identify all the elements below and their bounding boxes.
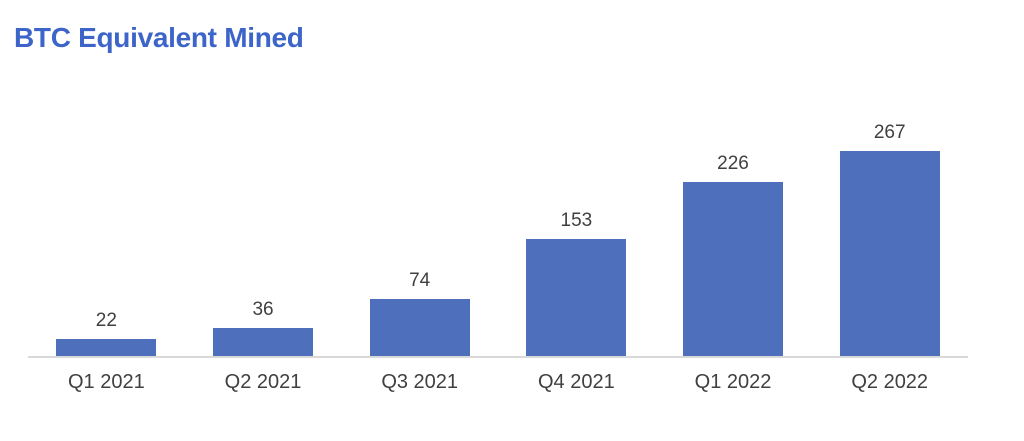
data-label: 36 [252, 299, 274, 320]
bar-column: 22 [28, 120, 185, 356]
bar-column: 36 [185, 120, 342, 356]
x-axis-label: Q2 2022 [851, 371, 929, 393]
data-label: 267 [873, 122, 906, 143]
bar [213, 328, 313, 356]
x-axis-label: Q1 2021 [67, 371, 145, 393]
x-axis-label: Q4 2021 [537, 371, 615, 393]
chart-title: BTC Equivalent Mined [14, 22, 304, 53]
data-label: 153 [560, 210, 593, 231]
bar-column: 153 [498, 120, 655, 356]
bar [56, 339, 157, 356]
bar [839, 151, 940, 356]
bar [683, 182, 784, 356]
x-axis-label: Q3 2021 [381, 371, 459, 393]
bar-column: 74 [341, 120, 498, 356]
plot-area: 22 36 74 153 226 267 [28, 120, 968, 358]
bar-column: 267 [811, 120, 968, 356]
data-label: 22 [95, 310, 117, 331]
x-axis-labels: Q1 2021 Q2 2021 Q3 2021 Q4 2021 Q1 2022 Q2 20… [28, 358, 968, 394]
bar-chart: 22 36 74 153 226 267 Q1 2021 Q2 2021 Q3 2021 Q4 … [28, 120, 968, 394]
x-axis-label: Q1 2022 [694, 371, 772, 393]
x-axis-label: Q2 2021 [224, 371, 302, 393]
bar [526, 239, 627, 356]
bar-column: 226 [655, 120, 812, 356]
data-label: 226 [717, 153, 749, 174]
data-label: 74 [409, 270, 431, 291]
bar [369, 299, 470, 356]
